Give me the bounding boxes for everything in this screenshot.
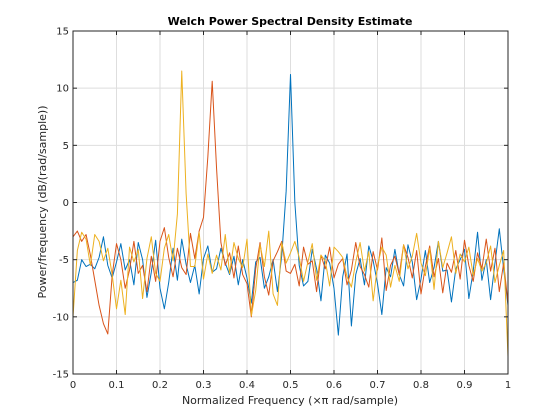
x-tick-label: 0.6 [326, 380, 342, 391]
y-tick-label: -15 [53, 370, 69, 381]
x-tick-label: 0.3 [196, 380, 212, 391]
y-tick-label: 15 [56, 27, 69, 38]
y-axis-ticks: -15 -10 -5 0 5 10 15 [53, 27, 508, 381]
x-axis-label: Normalized Frequency (×π rad/sample) [182, 394, 398, 407]
y-tick-label: -5 [59, 255, 69, 266]
x-tick-label: 0.7 [370, 380, 386, 391]
y-tick-label: 10 [56, 84, 69, 95]
x-axis-ticks: 0 0.1 0.2 0.3 0.4 0.5 0.6 0.7 0.8 0.9 1 [70, 31, 511, 391]
x-tick-label: 0.2 [152, 380, 168, 391]
y-tick-label: -10 [53, 312, 69, 323]
x-tick-label: 0.1 [109, 380, 125, 391]
series-lines [72, 70, 509, 357]
x-tick-label: 0.5 [283, 380, 299, 391]
x-tick-label: 0.4 [239, 380, 255, 391]
series-line-3 [72, 70, 509, 357]
y-tick-label: 5 [63, 141, 69, 152]
y-axis-label: Power/frequency (dB/(rad/sample)) [36, 106, 49, 299]
chart-title: Welch Power Spectral Density Estimate [168, 15, 413, 28]
x-tick-label: 0.9 [457, 380, 473, 391]
x-tick-label: 0.8 [413, 380, 429, 391]
x-tick-label: 0 [70, 380, 76, 391]
y-tick-label: 0 [63, 198, 69, 209]
x-tick-label: 1 [505, 380, 511, 391]
